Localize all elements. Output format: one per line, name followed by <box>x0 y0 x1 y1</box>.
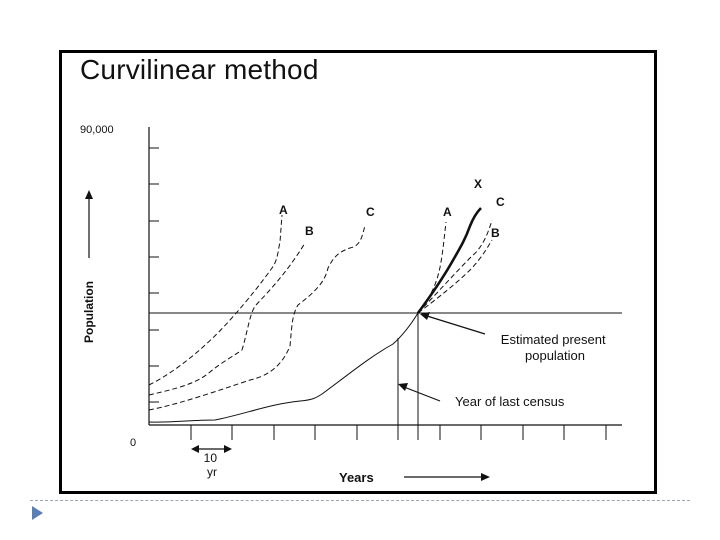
estimated-population-label: Estimated present population <box>501 332 609 363</box>
y-tick-label-zero: 0 <box>130 437 136 449</box>
series-line-a-comparison <box>148 214 283 386</box>
bullet-arrow-icon <box>32 506 43 520</box>
series-label-c-projection: C <box>496 195 505 209</box>
series-label-c-comparison: C <box>366 205 375 219</box>
series-label-a-comparison: A <box>279 203 288 217</box>
series-line-c-comparison <box>148 224 366 411</box>
series-label-a-projection: A <box>443 205 452 219</box>
slide-title: Curvilinear method <box>80 54 319 85</box>
interval-arrow <box>191 445 232 453</box>
series-line-b-comparison <box>148 242 306 396</box>
x-axis-label: Years <box>339 470 374 485</box>
series-label-x-projection: X <box>474 177 482 191</box>
y-axis-arrow <box>85 190 93 258</box>
y-tick-label-max: 90,000 <box>80 124 114 136</box>
x-axis-arrow <box>404 473 490 481</box>
series-line-a-projection <box>417 221 447 314</box>
series-line-b-projection <box>417 239 493 314</box>
slide-frame <box>59 50 657 494</box>
city-x-history-line <box>148 312 419 423</box>
series-line-c-projection <box>417 219 493 314</box>
interval-label: 10 yr <box>204 451 221 479</box>
footer-divider <box>30 500 690 501</box>
series-label-b-comparison: B <box>305 224 314 238</box>
series-line-x-projection <box>416 207 482 314</box>
estimated-population-arrow <box>420 312 486 335</box>
census-label: Year of last census <box>455 394 565 409</box>
series-label-b-projection: B <box>491 226 500 240</box>
y-ticks <box>149 147 159 403</box>
y-axis-label: Population <box>82 281 96 343</box>
census-arrow <box>398 383 441 402</box>
